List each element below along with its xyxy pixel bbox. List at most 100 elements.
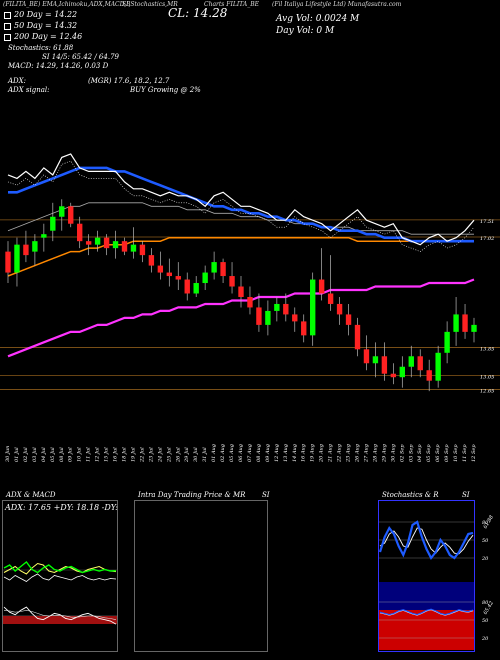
intraday-panel — [134, 500, 268, 652]
x-axis-label: 08 Aug — [256, 444, 262, 462]
adx-panel-frame — [2, 500, 118, 652]
ma20-label: 20 Day = 14.22 — [14, 10, 78, 19]
x-axis-label: 19 Aug — [310, 444, 316, 462]
macd-histogram — [3, 616, 117, 624]
x-axis-label: 06 Aug — [238, 444, 244, 462]
x-axis-label: 25 Jul — [166, 447, 172, 463]
x-axis-label: 12 Sep — [471, 444, 477, 462]
x-axis-label: 10 Jul — [77, 447, 83, 462]
minus-di-line — [3, 573, 117, 582]
candle-body — [292, 314, 298, 322]
ema100-line — [7, 202, 474, 235]
stoch-tick-label: 50 — [482, 538, 489, 544]
x-axis-label: 24 Jul — [157, 447, 163, 463]
stochastics-readout: Stochastics: 61.88 — [8, 44, 74, 52]
ma50-label: 50 Day = 14.32 — [14, 21, 78, 30]
candle-body — [381, 356, 388, 374]
close-price: CL: 14.28 — [168, 6, 228, 20]
candle-body — [41, 234, 47, 238]
candle-body — [50, 216, 56, 231]
candle-body — [130, 244, 137, 252]
ma20-legend: 20 Day = 14.22 — [4, 9, 82, 20]
candle-body — [310, 279, 316, 336]
company-name: (Fil Italiya Lifestyle Ltd) Munafasutra.… — [272, 1, 402, 8]
x-axis-label: 09 Jul — [68, 447, 74, 462]
adx-values: ADX: 17.65 +DY: 18.18 -DY: 12.73 — [4, 503, 118, 512]
x-axis-label: 26 Aug — [355, 444, 361, 463]
candle-body — [94, 237, 101, 245]
x-axis-label: 04 Jul — [41, 447, 47, 462]
ma200-legend: 200 Day = 12.46 — [4, 31, 82, 42]
macd-line — [3, 606, 117, 625]
candle-body — [265, 310, 271, 325]
x-axis-label: 26 Jul — [175, 447, 181, 463]
candle-body — [283, 303, 289, 315]
ema50-line — [8, 166, 474, 243]
ema20-dotted-line — [7, 160, 475, 252]
si-tick-label: 20 — [481, 636, 489, 642]
si-upper-zone — [379, 582, 474, 610]
candle-body — [238, 286, 244, 297]
x-axis-label: 16 Aug — [301, 444, 307, 462]
x-axis-label: 16 Jul — [113, 447, 119, 462]
x-axis-label: 29 Jul — [184, 447, 190, 463]
x-axis-label: 10 Sep — [453, 444, 459, 462]
ma200-label: 200 Day = 12.46 — [14, 32, 83, 41]
candle-body — [256, 307, 262, 325]
x-axis-label: 23 Aug — [346, 444, 352, 463]
x-axis-label: 11 Jul — [86, 447, 92, 462]
candle-body — [23, 244, 29, 256]
candle-body — [301, 321, 307, 336]
day-volume: Day Vol: 0 M — [276, 26, 335, 36]
candle-body — [471, 324, 477, 332]
stoch-tick-label: 80 — [482, 520, 489, 526]
stoch-k-line — [378, 520, 474, 561]
x-axis-label: 03 Sep — [408, 444, 414, 462]
x-axis-label: 22 Aug — [337, 444, 343, 463]
x-axis-label: 09 Sep — [444, 444, 450, 462]
si-readout: SI 14/5: 65.42 / 64.79 — [42, 53, 119, 61]
x-axis-label: 11 Sep — [462, 444, 468, 462]
si-tick-label: 50 — [482, 618, 489, 624]
x-axis-label: 30 Jun — [5, 446, 11, 462]
ema200-line — [7, 236, 474, 277]
candle-body — [354, 324, 361, 350]
x-axis-labels: 30 Jun 01 Jul 02 Jul 03 Jul 04 Jul 05 Jul 08 J… — [5, 444, 477, 463]
x-axis-label: 08 Jul — [59, 447, 65, 462]
price-level-label: 12.65 — [480, 388, 494, 394]
candle-body — [426, 370, 432, 381]
x-axis-label: 29 Aug — [381, 444, 387, 463]
ma200-swatch — [4, 33, 11, 41]
candle-body — [417, 356, 423, 371]
candle-body — [157, 265, 164, 273]
candle-body — [345, 314, 352, 325]
adx-signal-readout: ADX signal: — [8, 86, 50, 94]
candle-body — [390, 373, 397, 378]
x-axis-label: 09 Aug — [265, 444, 271, 462]
candle-body — [68, 206, 74, 224]
macd-readout: MACD: 14.29, 14.26, 0.03 D — [8, 62, 109, 70]
price-level-label: 13.05 — [480, 374, 494, 380]
plus-di-line — [3, 560, 117, 574]
x-axis-label: 27 Aug — [363, 444, 369, 463]
candle-body — [336, 303, 343, 315]
adx-macd-panel: ADX: 17.65 +DY: 18.18 -DY: 12.73 — [2, 500, 118, 652]
macd-lines — [2, 606, 118, 625]
candle-body — [462, 314, 468, 332]
adx-line — [3, 562, 117, 575]
candle-body — [175, 276, 181, 280]
ma50-legend: 50 Day = 14.32 — [4, 20, 82, 31]
candle-body — [77, 223, 83, 242]
mgr-readout: (MGR) 17.6, 18.2, 12.7 — [88, 77, 170, 85]
x-axis-label: 04 Sep — [417, 444, 423, 462]
adx-lines — [2, 560, 118, 582]
ma50-swatch — [4, 22, 11, 30]
price-level-label: 13.85 — [480, 347, 494, 353]
stoch-panel-title: Stochastics & R — [382, 491, 439, 499]
candle-body — [318, 279, 325, 294]
x-axis-label: 05 Aug — [229, 444, 235, 462]
stoch-tick-label: 20 — [481, 556, 489, 562]
candle-body — [148, 255, 155, 266]
stoch-value-label: 61.88 — [483, 514, 495, 529]
